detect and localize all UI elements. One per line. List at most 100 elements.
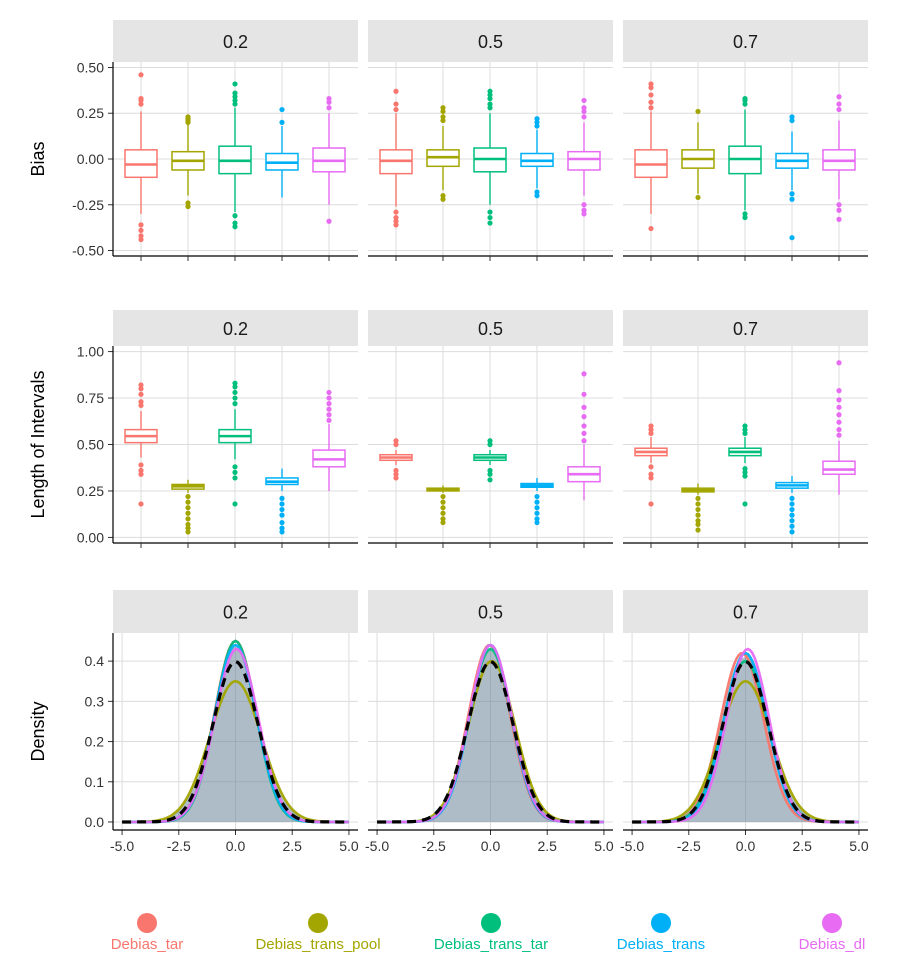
legend-key: [137, 913, 157, 933]
box-outlier: [789, 114, 795, 120]
box-outlier: [534, 510, 540, 516]
box-outlier: [648, 427, 654, 433]
density-reference-curve: [122, 659, 349, 824]
y-tick-label: 0.25: [77, 105, 104, 121]
y-tick-label: 0.50: [77, 59, 104, 75]
box-outlier: [487, 477, 493, 483]
box-outlier: [581, 423, 587, 429]
box-outlier: [393, 441, 399, 448]
plot-area: 0.50 0.25 0.00 -0.25 -0.50 Bias 0.2 0.5 0.7 1.00 0…: [28, 20, 869, 854]
box-outlier: [185, 516, 191, 522]
box-outlier: [648, 99, 654, 105]
facet-label: 0.7: [733, 32, 758, 52]
box-outlier: [138, 97, 144, 104]
facet-label: 0.2: [223, 319, 248, 339]
box-outlier: [185, 200, 191, 206]
box-outlier: [836, 94, 842, 100]
box-outlier: [326, 99, 332, 105]
box-outlier: [232, 220, 238, 226]
x-tick-label: 0.0: [481, 838, 501, 854]
box-outlier: [648, 423, 654, 429]
box-outlier: [836, 412, 842, 418]
box-outlier: [232, 395, 238, 401]
facet-label: 0.5: [478, 603, 503, 623]
box-outlier: [393, 467, 399, 474]
box-outlier: [393, 106, 399, 113]
box-outlier: [695, 527, 701, 533]
box-outlier: [534, 519, 540, 526]
box-outlier: [440, 519, 446, 526]
legend-label: Debias_dl: [799, 936, 866, 953]
x-tick-label: 2.5: [282, 838, 302, 854]
x-tick-label: 0.0: [736, 838, 756, 854]
box-outlier: [138, 399, 144, 405]
box-outlier: [534, 516, 540, 522]
box-outlier: [534, 119, 540, 125]
y-tick-label: 0.50: [77, 437, 104, 453]
box-outlier: [138, 222, 144, 228]
box-outlier: [487, 96, 493, 102]
box-outlier: [440, 114, 446, 120]
box-outlier: [487, 105, 493, 111]
box-outlier: [581, 105, 587, 111]
box-outlier: [742, 430, 748, 436]
box-outlier: [185, 529, 191, 535]
box-outlier: [742, 466, 748, 472]
box-outlier: [279, 501, 285, 507]
box-outlier: [836, 106, 842, 113]
x-tick-label: -5.0: [365, 838, 389, 854]
box-outlier: [695, 506, 701, 513]
box-outlier: [742, 501, 748, 507]
x-tick-label: 2.5: [792, 838, 812, 854]
box-outlier: [487, 441, 493, 448]
box-outlier: [279, 519, 285, 526]
box-outlier: [138, 101, 144, 107]
box-outlier: [326, 417, 332, 423]
box-outlier: [232, 213, 238, 219]
box-outlier: [487, 101, 493, 107]
facet-label: 0.5: [478, 32, 503, 52]
box-outlier: [742, 473, 748, 479]
facet-strip: [368, 590, 613, 633]
box-outlier: [326, 105, 332, 111]
box-outlier: [279, 506, 285, 513]
box-outlier: [695, 108, 701, 115]
facet-strip: [113, 590, 358, 633]
box-outlier: [742, 211, 748, 217]
box-outlier: [742, 97, 748, 104]
y-tick-label: 0.00: [77, 151, 104, 167]
box-outlier: [695, 495, 701, 501]
box-outlier: [648, 105, 654, 111]
box-outlier: [326, 96, 332, 102]
box-outlier: [232, 401, 238, 407]
box-outlier: [581, 202, 587, 208]
box-outlier: [534, 189, 540, 195]
box-outlier: [742, 427, 748, 433]
box-outlier: [789, 235, 795, 241]
box-outlier: [440, 196, 446, 202]
box-outlier: [789, 501, 795, 507]
box-outlier: [393, 475, 399, 481]
box-outlier: [695, 521, 701, 528]
facet-strip: [368, 310, 613, 346]
facet-strip: [623, 590, 868, 633]
box-outlier: [138, 402, 144, 409]
box-outlier: [232, 475, 238, 481]
box-outlier: [440, 510, 446, 516]
box-outlier: [836, 404, 842, 410]
box-outlier: [487, 92, 493, 98]
box-outlier: [581, 404, 587, 410]
box-outlier: [534, 193, 540, 199]
box-outlier: [279, 119, 285, 125]
density-fill: [377, 650, 604, 822]
box-outlier: [138, 233, 144, 239]
box-outlier: [326, 389, 332, 396]
box-outlier: [789, 523, 795, 529]
box-outlier: [185, 493, 191, 500]
box-outlier: [393, 222, 399, 228]
box-outlier: [487, 214, 493, 221]
box-outlier: [326, 218, 332, 224]
box-outlier: [581, 114, 587, 120]
box-outlier: [534, 493, 540, 500]
